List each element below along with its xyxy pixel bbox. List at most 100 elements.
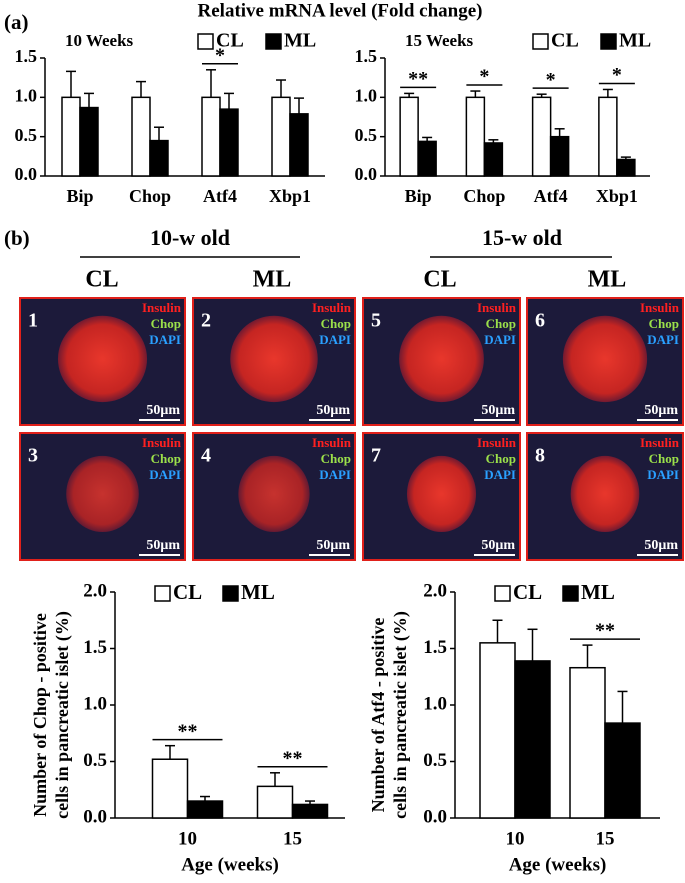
y-tick-label: 1.0 [355,85,378,105]
image-number: 5 [371,310,381,332]
bar [201,96,221,177]
bar [514,660,551,819]
panel-label: (a) [4,10,29,34]
bar [151,758,189,819]
scale-label: 50μm [146,403,180,418]
bar [61,96,81,177]
stain-label: Insulin [477,435,517,450]
y-tick-label: 2.0 [423,580,447,601]
bar [531,96,552,177]
islet [570,455,640,533]
legend-swatch [222,585,239,602]
legend-label: ML [241,580,275,604]
significance-mark: * [479,66,489,88]
scale-label: 50μm [146,538,180,553]
x-tick-label: Bip [405,186,432,206]
stain-label: DAPI [149,332,181,347]
y-tick-label: 0.5 [15,125,38,145]
image-number: 2 [201,310,211,332]
y-tick-label: 0.0 [83,806,107,827]
legend-label: ML [284,30,316,52]
stain-label: Insulin [142,435,182,450]
column-label: CL [423,267,456,293]
y-axis-label: cells in pancreatic islet (%) [52,611,73,819]
bar [186,800,224,819]
stain-label: Insulin [312,435,352,450]
bar [465,96,486,177]
x-tick-label: 15 [596,828,615,849]
legend-label: CL [513,580,542,604]
image-number: 3 [28,445,38,467]
stain-label: DAPI [319,332,351,347]
islet [57,315,148,403]
x-axis-label: Age (weeks) [509,854,607,875]
significance-mark: ** [408,68,428,90]
stain-label: DAPI [484,467,516,482]
legend-label: CL [551,30,579,52]
y-tick-label: 0.0 [15,164,38,184]
legend-swatch [154,585,171,602]
stain-label: DAPI [149,467,181,482]
y-tick-label: 1.0 [15,85,38,105]
column-label: ML [588,267,627,293]
significance-mark: * [612,64,622,86]
stain-label: Chop [486,451,516,466]
y-tick-label: 0.5 [423,750,447,771]
chart-subtitle: 15 Weeks [405,31,474,50]
bar [291,803,329,819]
bar [219,108,239,177]
significance-mark: ** [595,620,615,642]
islet [399,315,484,403]
image-number: 6 [535,310,545,332]
bar [131,96,151,177]
x-tick-label: Chop [463,186,505,206]
scale-label: 50μm [481,538,515,553]
group-label: 15-w old [482,225,562,250]
x-tick-label: Atf4 [203,186,237,206]
x-tick-label: Xbp1 [269,186,311,206]
x-tick-label: 15 [283,828,302,849]
y-tick-label: 0.5 [83,750,107,771]
x-tick-label: 10 [506,828,525,849]
stain-label: Insulin [142,300,182,315]
stain-label: Insulin [312,300,352,315]
y-axis-label: Number of Chop - positive [30,613,50,817]
panel-label: (b) [4,226,30,250]
y-tick-label: 0.5 [355,125,378,145]
y-tick-label: 0.0 [355,164,378,184]
y-axis-label: Number of Atf4 - positive [368,618,388,813]
bar [289,113,309,177]
stain-label: Insulin [477,300,517,315]
stain-label: Insulin [640,435,680,450]
significance-mark: * [546,69,556,91]
legend-label: ML [581,580,615,604]
x-tick-label: Bip [66,186,93,206]
y-tick-label: 1.0 [83,693,107,714]
scale-label: 50μm [644,538,678,553]
column-label: ML [253,267,292,293]
legend-swatch [494,585,511,602]
bar [271,96,291,177]
legend-label: CL [173,580,202,604]
scale-label: 50μm [644,403,678,418]
stain-label: DAPI [647,332,679,347]
islet [66,455,139,533]
bar [417,140,437,177]
x-tick-label: Xbp1 [596,186,638,206]
bar [604,722,641,819]
stain-label: Chop [649,316,679,331]
legend-swatch [532,33,549,50]
bar [483,142,504,177]
figure-title: Relative mRNA level (Fold change) [198,0,483,21]
stain-label: Chop [486,316,516,331]
x-tick-label: 10 [178,828,197,849]
group-label: 10-w old [150,225,230,250]
stain-label: DAPI [319,467,351,482]
legend-swatch [562,585,579,602]
y-tick-label: 0.0 [423,806,447,827]
image-number: 1 [28,310,38,332]
stain-label: DAPI [647,467,679,482]
bar [479,642,516,819]
y-tick-label: 1.5 [423,637,447,658]
significance-mark: ** [283,747,303,769]
